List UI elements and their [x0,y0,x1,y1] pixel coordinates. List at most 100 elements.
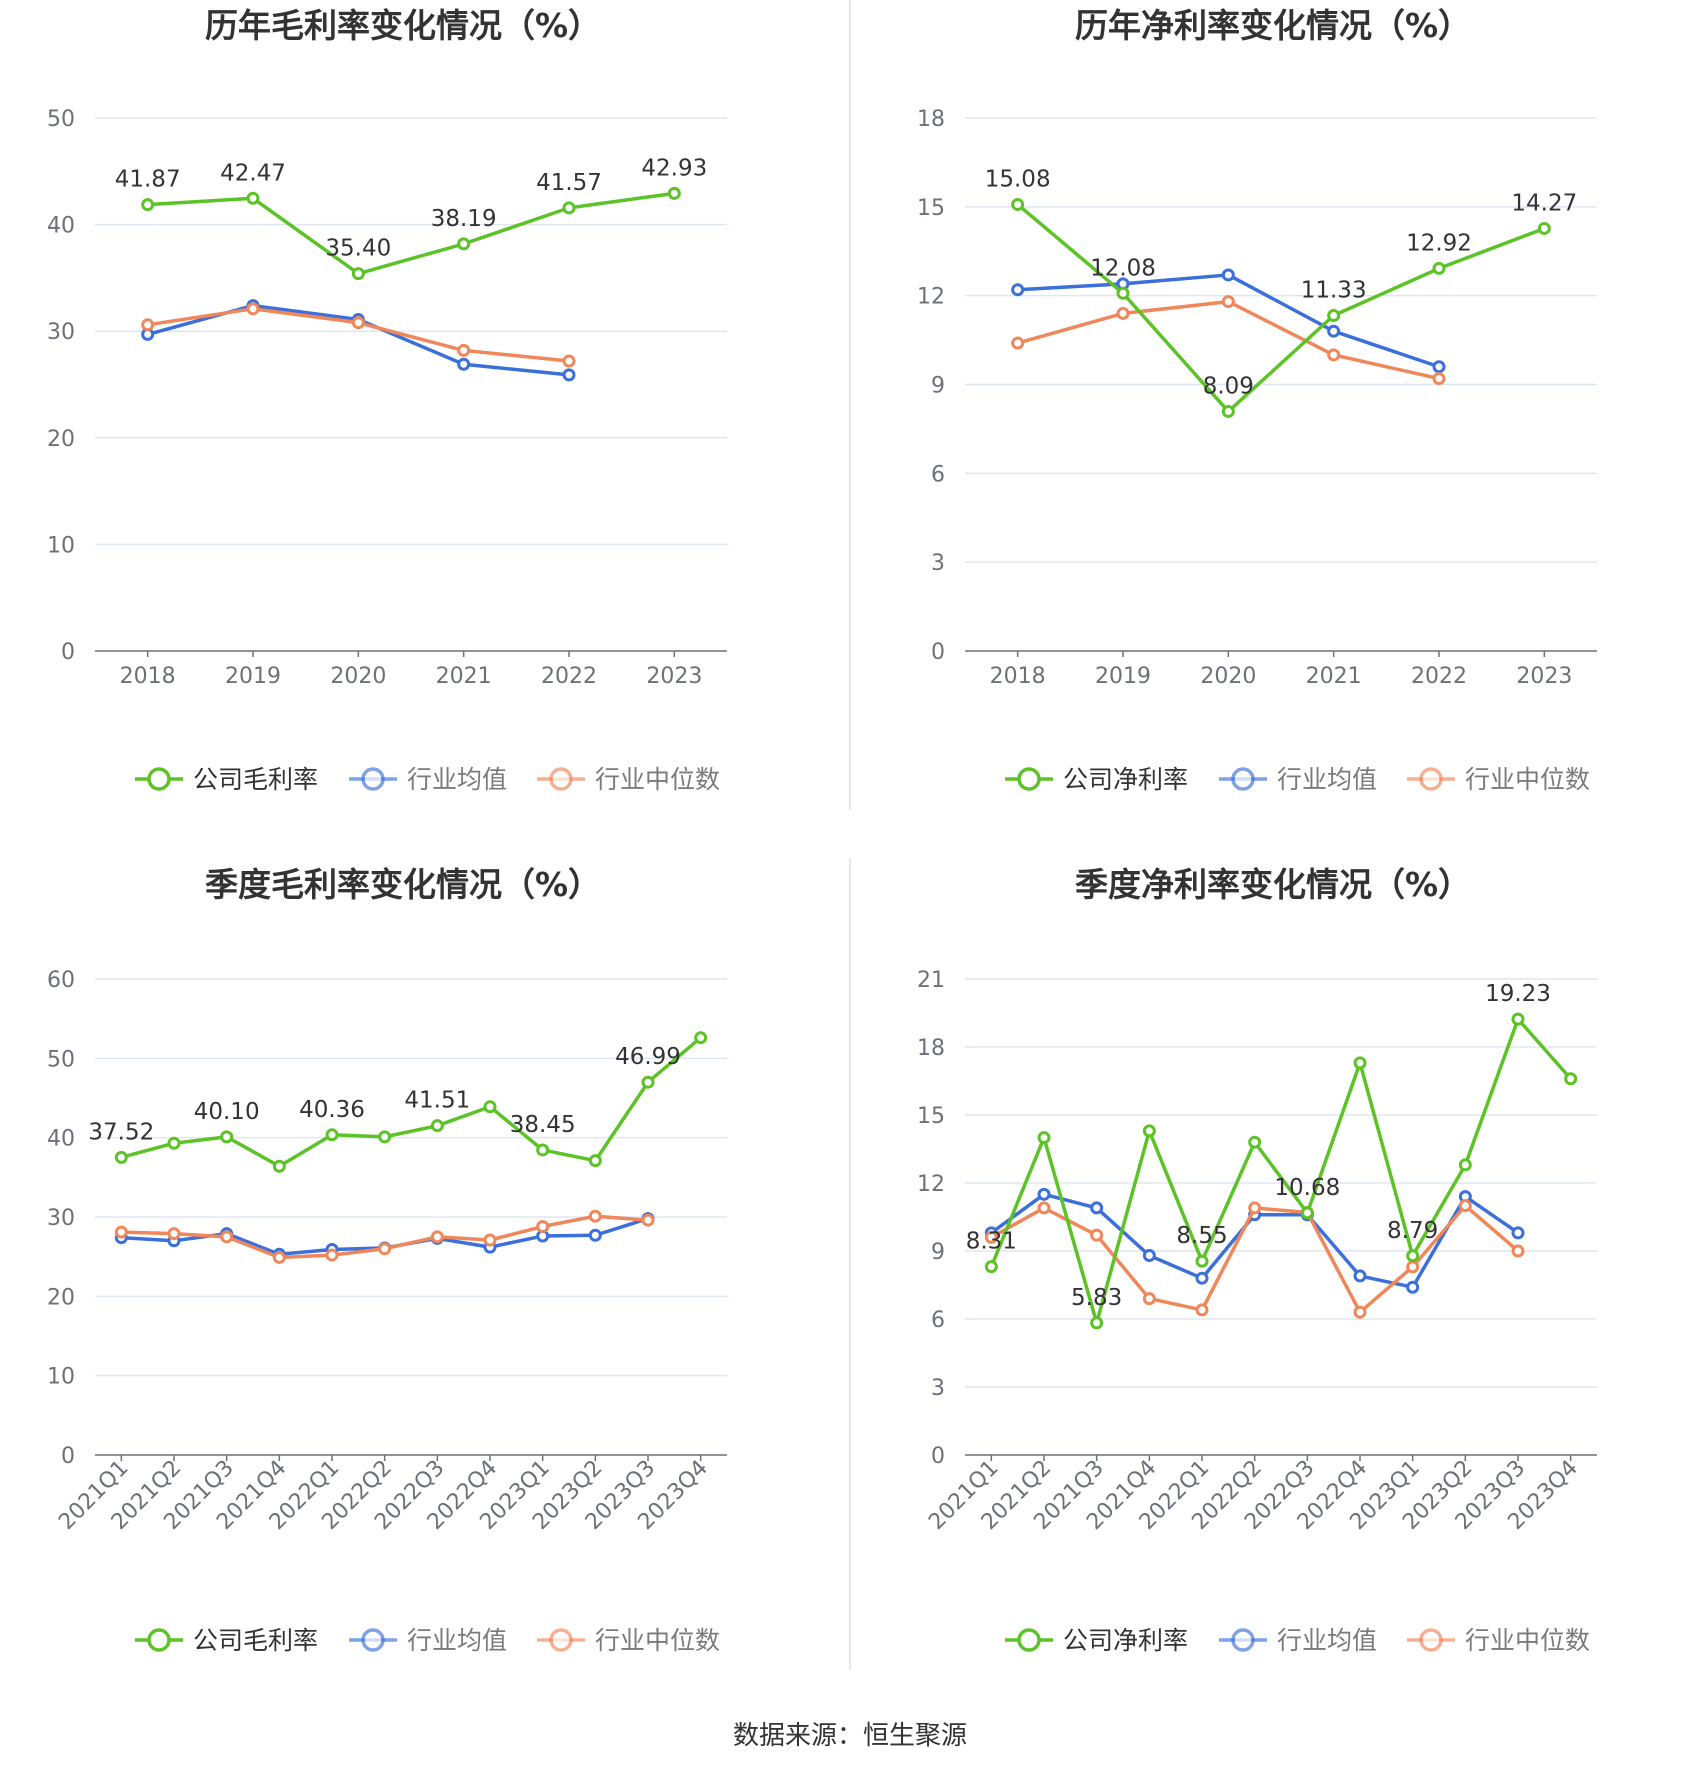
y-tick-label: 0 [61,640,75,665]
y-tick-label: 18 [917,107,945,132]
data-point-company [141,198,155,212]
x-tick-label: 2018 [990,664,1046,689]
data-point-company [1248,1135,1262,1149]
data-label: 41.51 [404,1088,470,1114]
data-point-company [483,1100,497,1114]
data-label: 40.36 [299,1097,365,1123]
legend-label-median: 行业中位数 [595,1626,720,1655]
data-point-company [1090,1316,1104,1330]
data-point-median [378,1242,392,1256]
series-line-company [1016,203,1545,414]
legend-label-avg: 行业均值 [1277,1626,1377,1655]
legend-label-avg: 行业均值 [407,765,507,794]
data-point-median [114,1225,128,1239]
data-point-median [536,1220,550,1234]
data-label: 46.99 [615,1044,681,1070]
data-label: 10.68 [1274,1175,1340,1201]
legend-marker-company [147,1628,171,1652]
y-tick-label: 6 [931,462,945,487]
legend-label-avg: 行业均值 [407,1626,507,1655]
x-tick-label: 2020 [1200,664,1256,689]
legend-marker-median [549,1628,573,1652]
data-point-median [430,1230,444,1244]
x-tick-label: 2021 [436,664,492,689]
data-point-avg [1353,1269,1367,1283]
chart-title: 季度毛利率变化情况（%） [205,865,601,904]
data-point-median [325,1248,339,1262]
data-label: 8.31 [966,1229,1017,1255]
data-point-median [1511,1244,1525,1258]
data-point-median [1037,1201,1051,1215]
data-point-avg [1142,1249,1156,1263]
y-tick-label: 3 [931,551,945,576]
data-point-company [1300,1206,1314,1220]
data-point-company [246,191,260,205]
y-tick-label: 30 [47,320,75,345]
data-point-company [667,186,681,200]
y-tick-label: 30 [47,1206,75,1231]
y-tick-label: 9 [931,1240,945,1265]
data-point-company [641,1075,655,1089]
data-point-company [984,1260,998,1274]
y-tick-label: 50 [47,1047,75,1072]
data-point-company [1564,1072,1578,1086]
data-point-median [641,1213,655,1227]
data-point-company [694,1031,708,1045]
data-point-avg [1221,268,1235,282]
data-point-company [114,1150,128,1164]
x-tick-label: 2021 [1306,664,1362,689]
data-label: 8.55 [1176,1223,1227,1249]
data-point-avg [1195,1271,1209,1285]
data-point-avg [1037,1187,1051,1201]
x-tick-label: 2023 [1516,664,1572,689]
data-point-median [562,354,576,368]
data-label: 37.52 [88,1119,154,1145]
series-line-median [1017,299,1440,381]
data-point-company [536,1143,550,1157]
y-tick-label: 20 [47,427,75,452]
legend-label-company: 公司净利率 [1063,765,1188,794]
x-tick-label: 2023 [646,664,702,689]
data-point-median [588,1209,602,1223]
y-tick-label: 60 [47,968,75,993]
data-point-median [1248,1201,1262,1215]
data-label: 38.19 [431,206,497,232]
x-tick-label: 2018 [120,664,176,689]
data-point-avg [1090,1201,1104,1215]
y-tick-label: 18 [917,1036,945,1061]
data-label: 12.92 [1406,230,1472,256]
data-label: 19.23 [1485,981,1551,1007]
data-label: 8.79 [1387,1218,1438,1244]
legend-marker-company [147,767,171,791]
data-point-median [246,302,260,316]
x-tick-label: 2022 [541,664,597,689]
data-point-company [1116,286,1130,300]
series-line-avg [1017,273,1440,369]
data-point-avg [1406,1280,1420,1294]
data-point-median [483,1233,497,1247]
data-point-avg [1011,283,1025,297]
data-label: 15.08 [985,166,1051,192]
data-point-median [141,318,155,332]
data-point-median [984,1230,998,1244]
data-point-median [272,1250,286,1264]
legend-marker-avg [361,767,385,791]
data-label: 11.33 [1301,278,1367,304]
data-point-median [1458,1199,1472,1213]
data-point-company [325,1128,339,1142]
data-label: 38.45 [510,1112,576,1138]
data-point-company [562,201,576,215]
y-tick-label: 12 [917,285,945,310]
data-label: 41.87 [115,167,181,193]
data-point-median [220,1230,234,1244]
data-label: 42.93 [641,155,707,181]
data-label: 5.83 [1071,1285,1122,1311]
x-tick-label: 2020 [330,664,386,689]
y-tick-label: 6 [931,1308,945,1333]
series-line-company [147,191,675,276]
data-point-company [1142,1124,1156,1138]
series-line-company [989,1017,1572,1325]
data-point-avg [1432,360,1446,374]
y-tick-label: 12 [917,1172,945,1197]
